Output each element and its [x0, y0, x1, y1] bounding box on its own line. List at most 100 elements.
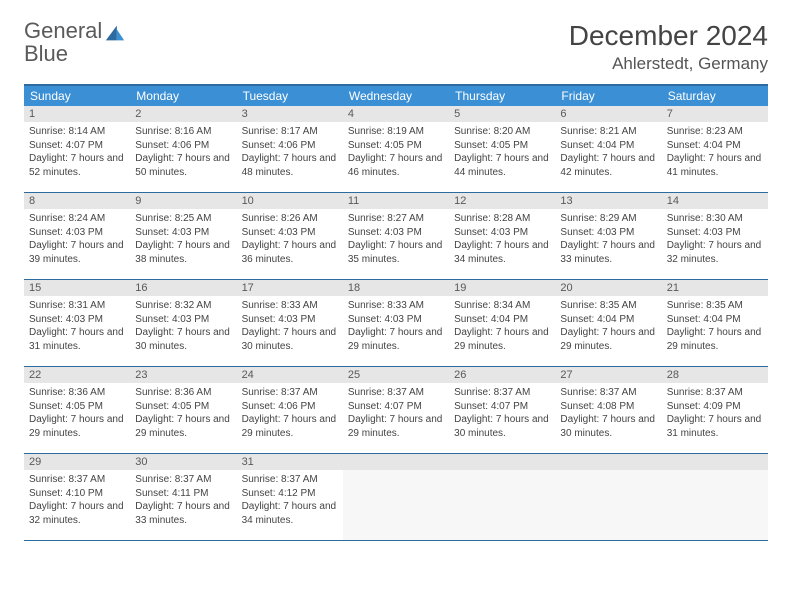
- day-number: 3: [237, 106, 343, 122]
- dayname: Saturday: [662, 86, 768, 106]
- day-cell: 30Sunrise: 8:37 AMSunset: 4:11 PMDayligh…: [130, 454, 236, 540]
- daylight-line: Daylight: 7 hours and 52 minutes.: [29, 152, 125, 179]
- day-cell: 11Sunrise: 8:27 AMSunset: 4:03 PMDayligh…: [343, 193, 449, 279]
- sunset-line: Sunset: 4:07 PM: [454, 400, 550, 414]
- daylight-line: Daylight: 7 hours and 29 minutes.: [135, 413, 231, 440]
- day-number: 21: [662, 280, 768, 296]
- day-cell: 3Sunrise: 8:17 AMSunset: 4:06 PMDaylight…: [237, 106, 343, 192]
- daylight-line: Daylight: 7 hours and 48 minutes.: [242, 152, 338, 179]
- day-body: Sunrise: 8:24 AMSunset: 4:03 PMDaylight:…: [24, 209, 130, 272]
- daylight-line: Daylight: 7 hours and 34 minutes.: [242, 500, 338, 527]
- day-number-empty: [449, 454, 555, 470]
- day-number: 28: [662, 367, 768, 383]
- daylight-line: Daylight: 7 hours and 32 minutes.: [29, 500, 125, 527]
- day-cell: [555, 454, 661, 540]
- dayname: Friday: [555, 86, 661, 106]
- week-row: 8Sunrise: 8:24 AMSunset: 4:03 PMDaylight…: [24, 193, 768, 280]
- day-cell: [662, 454, 768, 540]
- daylight-line: Daylight: 7 hours and 36 minutes.: [242, 239, 338, 266]
- day-number-empty: [343, 454, 449, 470]
- day-number: 10: [237, 193, 343, 209]
- sunset-line: Sunset: 4:03 PM: [242, 313, 338, 327]
- logo-text-wrap: General Blue: [24, 20, 102, 66]
- daylight-line: Daylight: 7 hours and 30 minutes.: [454, 413, 550, 440]
- day-body: Sunrise: 8:37 AMSunset: 4:10 PMDaylight:…: [24, 470, 130, 533]
- sunset-line: Sunset: 4:03 PM: [454, 226, 550, 240]
- sunset-line: Sunset: 4:04 PM: [667, 313, 763, 327]
- sunset-line: Sunset: 4:07 PM: [348, 400, 444, 414]
- day-number: 11: [343, 193, 449, 209]
- sunrise-line: Sunrise: 8:14 AM: [29, 125, 125, 139]
- sunset-line: Sunset: 4:03 PM: [560, 226, 656, 240]
- sunrise-line: Sunrise: 8:16 AM: [135, 125, 231, 139]
- sunrise-line: Sunrise: 8:37 AM: [242, 473, 338, 487]
- daynames-row: SundayMondayTuesdayWednesdayThursdayFrid…: [24, 86, 768, 106]
- sunrise-line: Sunrise: 8:31 AM: [29, 299, 125, 313]
- day-cell: 24Sunrise: 8:37 AMSunset: 4:06 PMDayligh…: [237, 367, 343, 453]
- day-body: Sunrise: 8:33 AMSunset: 4:03 PMDaylight:…: [343, 296, 449, 359]
- day-number: 14: [662, 193, 768, 209]
- logo-mark-icon: [104, 22, 126, 44]
- day-body: Sunrise: 8:17 AMSunset: 4:06 PMDaylight:…: [237, 122, 343, 185]
- day-number: 26: [449, 367, 555, 383]
- daylight-line: Daylight: 7 hours and 50 minutes.: [135, 152, 231, 179]
- daylight-line: Daylight: 7 hours and 29 minutes.: [454, 326, 550, 353]
- day-number: 12: [449, 193, 555, 209]
- sunrise-line: Sunrise: 8:20 AM: [454, 125, 550, 139]
- day-body: Sunrise: 8:37 AMSunset: 4:11 PMDaylight:…: [130, 470, 236, 533]
- day-body: Sunrise: 8:19 AMSunset: 4:05 PMDaylight:…: [343, 122, 449, 185]
- day-cell: 2Sunrise: 8:16 AMSunset: 4:06 PMDaylight…: [130, 106, 236, 192]
- day-cell: 6Sunrise: 8:21 AMSunset: 4:04 PMDaylight…: [555, 106, 661, 192]
- sunrise-line: Sunrise: 8:35 AM: [560, 299, 656, 313]
- daylight-line: Daylight: 7 hours and 29 minutes.: [667, 326, 763, 353]
- day-number: 31: [237, 454, 343, 470]
- day-body: Sunrise: 8:37 AMSunset: 4:09 PMDaylight:…: [662, 383, 768, 446]
- day-cell: 29Sunrise: 8:37 AMSunset: 4:10 PMDayligh…: [24, 454, 130, 540]
- day-body: Sunrise: 8:26 AMSunset: 4:03 PMDaylight:…: [237, 209, 343, 272]
- day-cell: 17Sunrise: 8:33 AMSunset: 4:03 PMDayligh…: [237, 280, 343, 366]
- day-cell: 16Sunrise: 8:32 AMSunset: 4:03 PMDayligh…: [130, 280, 236, 366]
- day-body: Sunrise: 8:31 AMSunset: 4:03 PMDaylight:…: [24, 296, 130, 359]
- dayname: Thursday: [449, 86, 555, 106]
- sunset-line: Sunset: 4:09 PM: [667, 400, 763, 414]
- daylight-line: Daylight: 7 hours and 41 minutes.: [667, 152, 763, 179]
- sunset-line: Sunset: 4:03 PM: [348, 313, 444, 327]
- day-body: Sunrise: 8:25 AMSunset: 4:03 PMDaylight:…: [130, 209, 236, 272]
- day-body: Sunrise: 8:37 AMSunset: 4:08 PMDaylight:…: [555, 383, 661, 446]
- day-cell: 31Sunrise: 8:37 AMSunset: 4:12 PMDayligh…: [237, 454, 343, 540]
- sunrise-line: Sunrise: 8:33 AM: [348, 299, 444, 313]
- day-number: 30: [130, 454, 236, 470]
- daylight-line: Daylight: 7 hours and 30 minutes.: [560, 413, 656, 440]
- sunrise-line: Sunrise: 8:17 AM: [242, 125, 338, 139]
- daylight-line: Daylight: 7 hours and 29 minutes.: [29, 413, 125, 440]
- day-cell: 7Sunrise: 8:23 AMSunset: 4:04 PMDaylight…: [662, 106, 768, 192]
- sunset-line: Sunset: 4:06 PM: [242, 139, 338, 153]
- day-cell: 12Sunrise: 8:28 AMSunset: 4:03 PMDayligh…: [449, 193, 555, 279]
- sunset-line: Sunset: 4:06 PM: [135, 139, 231, 153]
- day-cell: 4Sunrise: 8:19 AMSunset: 4:05 PMDaylight…: [343, 106, 449, 192]
- day-body: Sunrise: 8:27 AMSunset: 4:03 PMDaylight:…: [343, 209, 449, 272]
- dayname: Monday: [130, 86, 236, 106]
- header: General Blue December 2024 Ahlerstedt, G…: [24, 20, 768, 74]
- day-body: Sunrise: 8:32 AMSunset: 4:03 PMDaylight:…: [130, 296, 236, 359]
- day-cell: 8Sunrise: 8:24 AMSunset: 4:03 PMDaylight…: [24, 193, 130, 279]
- day-cell: 19Sunrise: 8:34 AMSunset: 4:04 PMDayligh…: [449, 280, 555, 366]
- day-body: Sunrise: 8:29 AMSunset: 4:03 PMDaylight:…: [555, 209, 661, 272]
- day-body: Sunrise: 8:37 AMSunset: 4:07 PMDaylight:…: [449, 383, 555, 446]
- sunset-line: Sunset: 4:04 PM: [667, 139, 763, 153]
- daylight-line: Daylight: 7 hours and 44 minutes.: [454, 152, 550, 179]
- sunrise-line: Sunrise: 8:34 AM: [454, 299, 550, 313]
- sunset-line: Sunset: 4:03 PM: [29, 226, 125, 240]
- sunrise-line: Sunrise: 8:27 AM: [348, 212, 444, 226]
- day-body: Sunrise: 8:37 AMSunset: 4:06 PMDaylight:…: [237, 383, 343, 446]
- day-cell: 21Sunrise: 8:35 AMSunset: 4:04 PMDayligh…: [662, 280, 768, 366]
- sunset-line: Sunset: 4:12 PM: [242, 487, 338, 501]
- sunrise-line: Sunrise: 8:25 AM: [135, 212, 231, 226]
- day-number: 25: [343, 367, 449, 383]
- day-number: 19: [449, 280, 555, 296]
- day-cell: 28Sunrise: 8:37 AMSunset: 4:09 PMDayligh…: [662, 367, 768, 453]
- day-body: Sunrise: 8:37 AMSunset: 4:12 PMDaylight:…: [237, 470, 343, 533]
- day-body: Sunrise: 8:35 AMSunset: 4:04 PMDaylight:…: [662, 296, 768, 359]
- sunset-line: Sunset: 4:05 PM: [348, 139, 444, 153]
- sunrise-line: Sunrise: 8:33 AM: [242, 299, 338, 313]
